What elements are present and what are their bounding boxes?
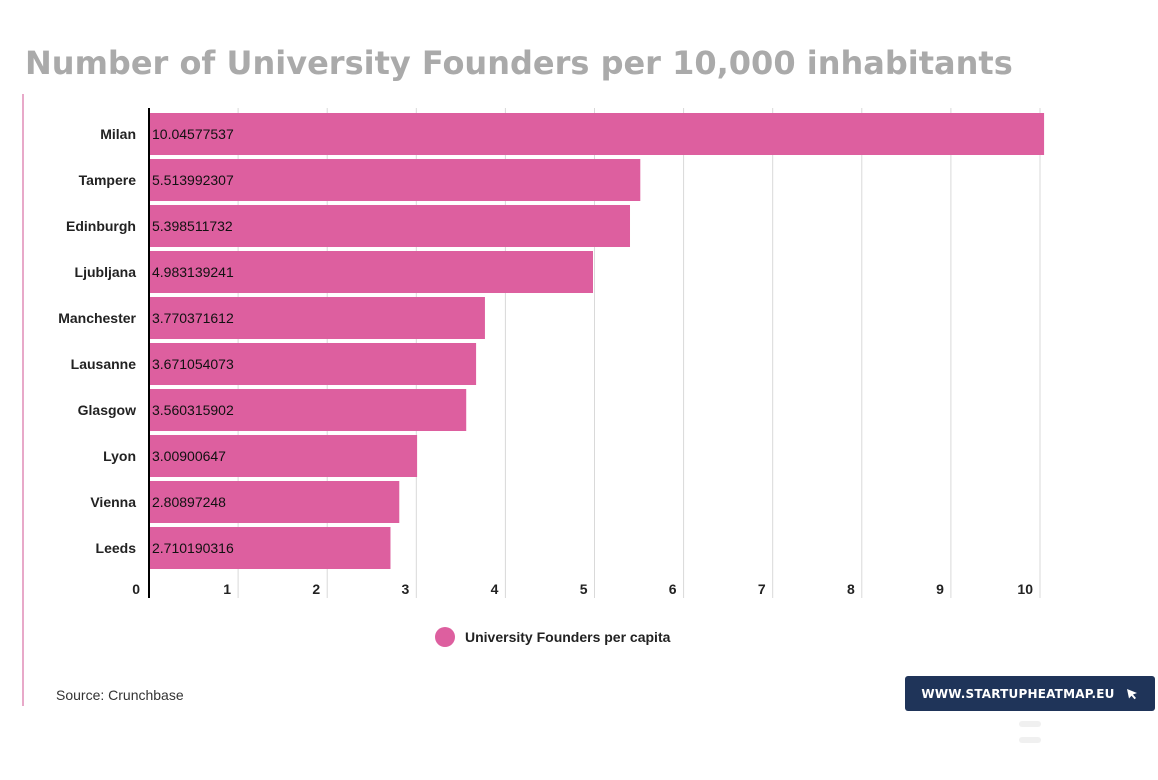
category-label: Glasgow	[78, 402, 136, 418]
x-tick-label: 5	[580, 581, 588, 597]
chart-title: Number of University Founders per 10,000…	[25, 44, 1013, 82]
bar-value-label: 4.983139241	[152, 264, 234, 280]
bar-value-label: 5.513992307	[152, 172, 234, 188]
website-link-button[interactable]: WWW.STARTUPHEATMAP.EU	[905, 676, 1155, 711]
x-tick-label: 1	[223, 581, 231, 597]
bar	[149, 481, 400, 523]
chart-legend: University Founders per capita	[435, 627, 670, 647]
faint-decoration-mark	[1019, 721, 1041, 727]
category-label: Tampere	[79, 172, 137, 188]
category-label: Lausanne	[71, 356, 137, 372]
bar-value-label: 5.398511732	[152, 218, 233, 234]
bar	[149, 159, 641, 201]
x-tick-label: 8	[847, 581, 855, 597]
bar	[149, 389, 467, 431]
bar-value-label: 3.560315902	[152, 402, 234, 418]
bar-value-label: 10.04577537	[152, 126, 234, 142]
bar	[149, 435, 418, 477]
side-accent-line	[22, 94, 24, 706]
bar-value-label: 3.770371612	[152, 310, 234, 326]
bar	[149, 113, 1045, 155]
category-label: Lyon	[103, 448, 136, 464]
x-tick-label: 2	[312, 581, 320, 597]
x-tick-label: 10	[1017, 581, 1033, 597]
cursor-arrow-icon	[1126, 688, 1137, 699]
category-label: Milan	[100, 126, 136, 142]
category-label: Manchester	[58, 310, 136, 326]
bar-value-label: 2.80897248	[152, 494, 226, 510]
bar-value-label: 2.710190316	[152, 540, 234, 556]
bar	[149, 205, 631, 247]
bar	[149, 343, 477, 385]
category-label: Edinburgh	[66, 218, 136, 234]
faint-decoration-mark	[1019, 737, 1041, 743]
x-tick-label: 7	[758, 581, 766, 597]
x-tick-label: 9	[936, 581, 944, 597]
source-note: Source: Crunchbase	[56, 687, 184, 703]
bar	[149, 297, 485, 339]
x-tick-label: 0	[132, 581, 140, 597]
website-link-label: WWW.STARTUPHEATMAP.EU	[921, 686, 1115, 701]
category-label: Leeds	[96, 540, 137, 556]
x-tick-label: 3	[402, 581, 410, 597]
category-label: Ljubljana	[75, 264, 137, 280]
bar-value-label: 3.00900647	[152, 448, 226, 464]
x-tick-label: 6	[669, 581, 677, 597]
x-tick-label: 4	[491, 581, 499, 597]
legend-swatch	[435, 627, 455, 647]
category-label: Vienna	[90, 494, 136, 510]
bar	[149, 527, 391, 569]
bar-value-label: 3.671054073	[152, 356, 234, 372]
bar	[149, 251, 593, 293]
legend-label: University Founders per capita	[465, 629, 671, 645]
